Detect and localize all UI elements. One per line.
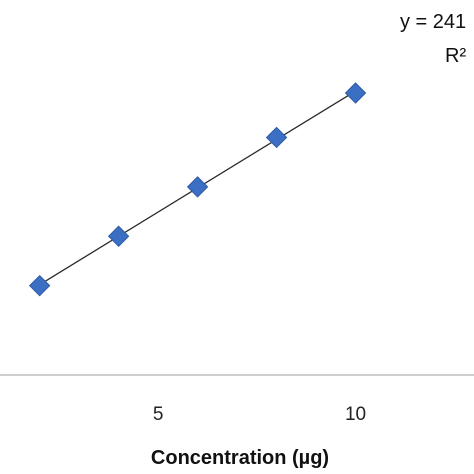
x-tick-labels: 5 10 <box>153 404 366 425</box>
x-axis-title: Concentration (µg) <box>151 447 329 469</box>
data-point <box>28 274 51 297</box>
x-tick-label: 10 <box>345 404 366 425</box>
data-point <box>107 225 130 247</box>
data-point <box>186 176 209 198</box>
r-squared-annotation: R² <box>445 45 466 67</box>
equation-annotation: y = 241 <box>400 11 466 33</box>
data-point <box>344 82 367 104</box>
x-tick-label: 5 <box>153 404 164 425</box>
data-point <box>265 126 288 149</box>
data-points <box>28 82 367 297</box>
